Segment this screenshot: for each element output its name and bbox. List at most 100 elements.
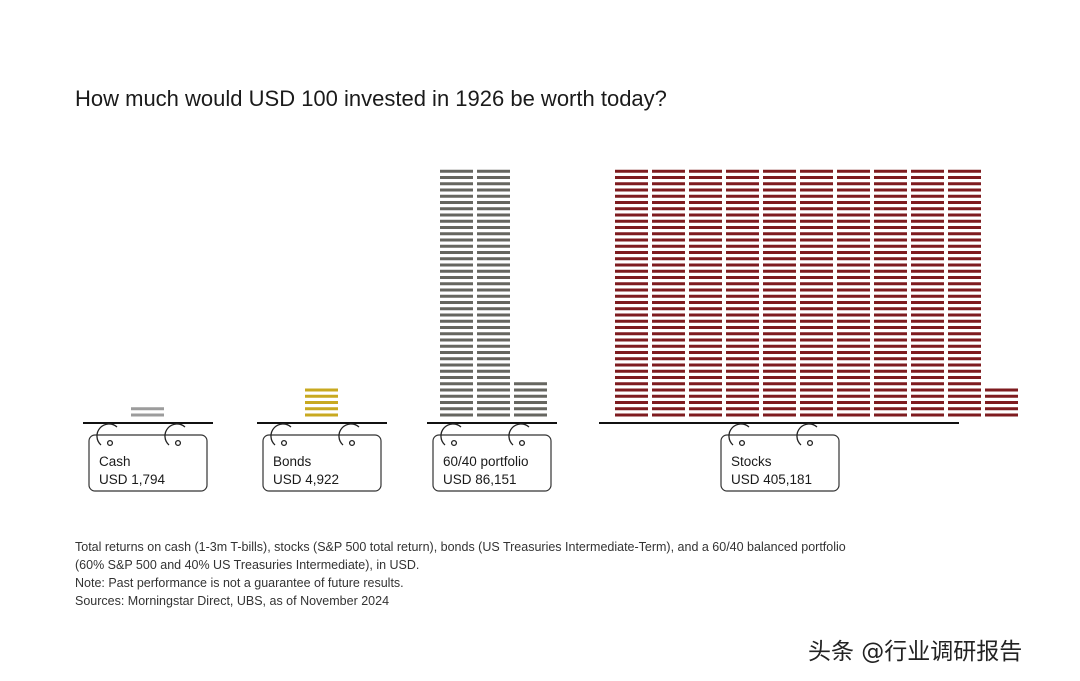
stocks-bill bbox=[615, 244, 648, 248]
stocks-bill bbox=[726, 413, 759, 417]
60-40-portfolio-bill bbox=[477, 263, 510, 267]
stocks-bill bbox=[837, 376, 870, 379]
stocks-bill bbox=[652, 194, 685, 198]
stocks-bill bbox=[726, 251, 759, 254]
stocks-bill bbox=[615, 213, 648, 217]
stocks-bill bbox=[652, 294, 685, 298]
stocks-bill bbox=[800, 294, 833, 298]
stocks-bill bbox=[874, 288, 907, 292]
60-40-portfolio-bill bbox=[477, 257, 510, 261]
stocks-bill bbox=[948, 357, 981, 361]
cash-hook-ring-2 bbox=[174, 439, 182, 447]
60-40-portfolio-bill bbox=[477, 301, 510, 304]
stocks-bill bbox=[874, 176, 907, 179]
stocks-bill bbox=[837, 413, 870, 417]
60-40-portfolio-bill bbox=[477, 226, 510, 229]
stocks-bill bbox=[874, 169, 907, 173]
stocks-bill bbox=[948, 351, 981, 354]
stocks-bill bbox=[837, 282, 870, 286]
stocks-bill bbox=[911, 263, 944, 267]
60-40-portfolio-bill bbox=[477, 307, 510, 311]
stocks-bill bbox=[726, 244, 759, 248]
stocks-bill bbox=[652, 257, 685, 261]
cash-hook-2 bbox=[164, 423, 186, 446]
stocks-bill bbox=[874, 363, 907, 367]
stocks-bill bbox=[689, 338, 722, 342]
stocks-bill bbox=[874, 313, 907, 317]
bonds-hook-ring-2 bbox=[348, 439, 356, 447]
60-40-portfolio-bill bbox=[477, 288, 510, 292]
stocks-bill bbox=[615, 332, 648, 336]
stocks-bill bbox=[615, 176, 648, 179]
stocks-bill bbox=[652, 369, 685, 373]
cash-tag-box bbox=[88, 434, 208, 492]
bonds-hook-ring-1 bbox=[280, 439, 288, 447]
stocks-bill bbox=[615, 407, 648, 411]
stocks-bill bbox=[615, 207, 648, 211]
stocks-bill bbox=[726, 232, 759, 236]
stocks-bill bbox=[874, 382, 907, 386]
stocks-bill bbox=[874, 369, 907, 373]
stocks-bill bbox=[726, 369, 759, 373]
stocks-bill bbox=[874, 332, 907, 336]
60-40-portfolio-bill bbox=[477, 401, 510, 404]
60-40-portfolio-bill bbox=[477, 244, 510, 248]
stocks-bill bbox=[911, 257, 944, 261]
60-40-portfolio-bill bbox=[477, 169, 510, 173]
stocks-bill bbox=[726, 382, 759, 386]
stocks-bill bbox=[911, 338, 944, 342]
stocks-bill bbox=[726, 332, 759, 336]
stocks-bill bbox=[689, 313, 722, 317]
stocks-bill bbox=[652, 219, 685, 223]
stocks-bill bbox=[911, 176, 944, 179]
stocks-bill bbox=[615, 301, 648, 304]
stocks-bill bbox=[615, 182, 648, 186]
60-40-portfolio-bill bbox=[477, 201, 510, 204]
stocks-bill bbox=[800, 407, 833, 411]
stocks-bill bbox=[652, 313, 685, 317]
60-40-portfolio-bill bbox=[477, 282, 510, 286]
stocks-bill bbox=[726, 326, 759, 329]
stocks-bill bbox=[911, 207, 944, 211]
stocks-bill bbox=[837, 251, 870, 254]
stocks-bill bbox=[689, 232, 722, 236]
stocks-bill bbox=[726, 307, 759, 311]
stocks-bill bbox=[911, 201, 944, 204]
stocks-bill bbox=[652, 213, 685, 217]
stocks-bill bbox=[948, 401, 981, 404]
stocks-bill bbox=[800, 357, 833, 361]
60-40-portfolio-bill bbox=[477, 176, 510, 179]
stocks-bill bbox=[948, 213, 981, 217]
stocks-bill bbox=[689, 207, 722, 211]
stocks-bill bbox=[689, 369, 722, 373]
stocks-bill bbox=[689, 257, 722, 261]
60-40-portfolio-bill bbox=[440, 269, 473, 273]
stocks-bill bbox=[726, 194, 759, 198]
stocks-bill bbox=[652, 169, 685, 173]
footnotes: Total returns on cash (1-3m T-bills), st… bbox=[75, 538, 955, 610]
stocks-hook-1 bbox=[728, 423, 750, 446]
stocks-bill bbox=[615, 307, 648, 311]
60-40-portfolio-bill bbox=[477, 269, 510, 273]
stocks-bill bbox=[615, 363, 648, 367]
60-40-portfolio-bill bbox=[440, 201, 473, 204]
stocks-bill bbox=[726, 351, 759, 354]
stocks-bill bbox=[689, 201, 722, 204]
60-40-portfolio-bill bbox=[440, 407, 473, 411]
stocks-bill bbox=[800, 313, 833, 317]
stocks-bill bbox=[911, 326, 944, 329]
stocks-bill bbox=[615, 394, 648, 398]
stocks-bill bbox=[763, 176, 796, 179]
stocks-bill bbox=[948, 182, 981, 186]
stocks-bill bbox=[800, 213, 833, 217]
stocks-bill bbox=[911, 244, 944, 248]
stocks-bill bbox=[689, 176, 722, 179]
stocks-bill bbox=[911, 194, 944, 198]
60-40-portfolio-bill bbox=[477, 413, 510, 417]
stocks-bill bbox=[874, 226, 907, 229]
stocks-bill bbox=[652, 176, 685, 179]
bonds-bill bbox=[305, 407, 338, 411]
60-40-portfolio-bill bbox=[477, 326, 510, 329]
60-40-portfolio-bill bbox=[477, 332, 510, 336]
60-40-portfolio-bill bbox=[477, 363, 510, 367]
